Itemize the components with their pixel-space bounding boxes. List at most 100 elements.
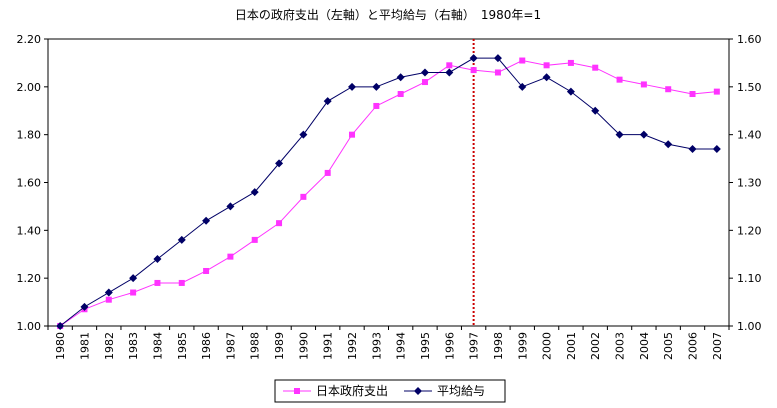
data-point-government-spending bbox=[713, 88, 720, 95]
x-axis-tick-label: 1987 bbox=[224, 332, 237, 360]
x-axis-tick-label: 1983 bbox=[127, 332, 140, 360]
x-axis-tick-label: 1992 bbox=[346, 332, 359, 360]
x-axis-tick-label: 1996 bbox=[443, 332, 456, 360]
data-point-average-salary bbox=[615, 130, 624, 139]
legend: 日本政府支出 平均給与 bbox=[274, 379, 506, 403]
x-axis-tick-label: 1989 bbox=[273, 332, 286, 360]
data-point-government-spending bbox=[519, 57, 526, 64]
data-point-average-salary bbox=[639, 130, 648, 139]
data-point-average-salary bbox=[518, 82, 527, 91]
data-point-government-spending bbox=[446, 62, 453, 69]
data-point-government-spending bbox=[640, 81, 647, 88]
legend-marker-average-salary bbox=[414, 387, 422, 395]
data-point-average-salary bbox=[177, 235, 186, 244]
x-axis-tick-label: 2003 bbox=[614, 332, 627, 360]
left-axis-tick-label: 1.20 bbox=[17, 272, 42, 285]
x-axis-tick-label: 1999 bbox=[516, 332, 529, 360]
data-point-government-spending bbox=[178, 279, 185, 286]
x-axis-tick-label: 1991 bbox=[322, 332, 335, 360]
right-axis-tick-label: 1.60 bbox=[737, 33, 762, 46]
data-point-government-spending bbox=[203, 267, 210, 274]
right-axis-tick-label: 1.20 bbox=[737, 224, 762, 237]
legend-label-government-spending: 日本政府支出 bbox=[316, 383, 388, 398]
left-axis-tick-label: 1.40 bbox=[17, 224, 42, 237]
data-point-average-salary bbox=[348, 82, 357, 91]
data-point-government-spending bbox=[130, 289, 137, 296]
right-axis-tick-label: 1.30 bbox=[737, 177, 762, 190]
data-point-average-salary bbox=[153, 255, 162, 264]
data-point-average-salary bbox=[664, 140, 673, 149]
x-axis-tick-label: 2001 bbox=[565, 332, 578, 360]
left-axis-tick-label: 1.00 bbox=[17, 320, 42, 333]
data-point-government-spending bbox=[373, 102, 380, 109]
data-point-average-salary bbox=[129, 274, 138, 283]
data-point-government-spending bbox=[494, 69, 501, 76]
x-axis-tick-label: 2006 bbox=[687, 332, 700, 360]
data-point-average-salary bbox=[712, 145, 721, 154]
data-point-government-spending bbox=[689, 91, 696, 98]
x-axis-tick-label: 1994 bbox=[395, 332, 408, 360]
data-point-average-salary bbox=[469, 54, 478, 63]
left-axis-tick-label: 2.20 bbox=[17, 33, 42, 46]
data-point-government-spending bbox=[397, 91, 404, 98]
data-point-government-spending bbox=[324, 169, 331, 176]
left-axis-tick-label: 1.80 bbox=[17, 129, 42, 142]
right-axis-tick-label: 1.50 bbox=[737, 81, 762, 94]
chart-title: 日本の政府支出（左軸）と平均給与（右軸） 1980年=1 bbox=[235, 7, 541, 22]
data-point-government-spending bbox=[421, 79, 428, 86]
data-point-government-spending bbox=[105, 296, 112, 303]
legend-label-average-salary: 平均給与 bbox=[437, 384, 485, 398]
legend-box bbox=[274, 379, 506, 403]
data-point-government-spending bbox=[251, 236, 258, 243]
data-point-average-salary bbox=[542, 73, 551, 82]
data-point-average-salary bbox=[372, 82, 381, 91]
right-axis-tick-label: 1.40 bbox=[737, 129, 762, 142]
data-point-government-spending bbox=[227, 253, 234, 260]
right-axis-tick-label: 1.00 bbox=[737, 320, 762, 333]
x-axis-tick-label: 1998 bbox=[492, 332, 505, 360]
series-line-average-salary bbox=[59, 57, 717, 327]
x-axis-tick-label: 1990 bbox=[297, 332, 310, 360]
data-point-average-salary bbox=[226, 202, 235, 211]
x-axis-tick-label: 1984 bbox=[151, 332, 164, 360]
plot-area: 1.00 1.20 1.40 1.60 1.80 2.00 2.20 1.00 1.10 1.20… bbox=[17, 33, 762, 360]
data-point-government-spending bbox=[665, 86, 672, 93]
x-axis-tick-label: 2002 bbox=[589, 332, 602, 360]
x-axis-tick-label: 1988 bbox=[249, 332, 262, 360]
x-axis-tick-label: 1995 bbox=[419, 332, 432, 360]
data-point-government-spending bbox=[592, 64, 599, 71]
data-point-average-salary bbox=[396, 73, 405, 82]
x-axis-tick-label: 1985 bbox=[176, 332, 189, 360]
x-axis-tick-label: 1982 bbox=[103, 332, 116, 360]
data-point-average-salary bbox=[202, 216, 211, 225]
data-point-government-spending bbox=[470, 67, 477, 74]
data-point-government-spending bbox=[567, 59, 574, 66]
data-point-average-salary bbox=[688, 145, 697, 154]
data-point-average-salary bbox=[56, 322, 65, 330]
x-axis-tick-label: 2000 bbox=[541, 332, 554, 360]
x-axis-tick-label: 1997 bbox=[468, 332, 481, 360]
data-point-government-spending bbox=[300, 193, 307, 200]
series-line-government-spending bbox=[59, 60, 717, 327]
legend-marker-government-spending bbox=[294, 388, 300, 394]
data-point-average-salary bbox=[445, 68, 454, 77]
data-point-government-spending bbox=[276, 220, 283, 227]
data-point-average-salary bbox=[493, 54, 502, 63]
data-point-average-salary bbox=[275, 159, 284, 168]
data-point-government-spending bbox=[616, 76, 623, 83]
data-point-average-salary bbox=[566, 87, 575, 96]
data-point-average-salary bbox=[80, 302, 89, 311]
x-axis-tick-label: 1993 bbox=[370, 332, 383, 360]
data-point-government-spending bbox=[349, 131, 356, 138]
right-axis-tick-label: 1.10 bbox=[737, 272, 762, 285]
x-axis-tick-label: 1980 bbox=[54, 332, 67, 360]
data-point-government-spending bbox=[543, 62, 550, 69]
data-point-average-salary bbox=[299, 130, 308, 139]
x-axis-tick-label: 1981 bbox=[78, 332, 91, 360]
x-axis-tick-label: 2005 bbox=[662, 332, 675, 360]
left-axis-tick-label: 1.60 bbox=[17, 177, 42, 190]
x-axis-tick-label: 2007 bbox=[711, 332, 724, 360]
left-axis-tick-label: 2.00 bbox=[17, 81, 42, 94]
data-point-government-spending bbox=[154, 279, 161, 286]
